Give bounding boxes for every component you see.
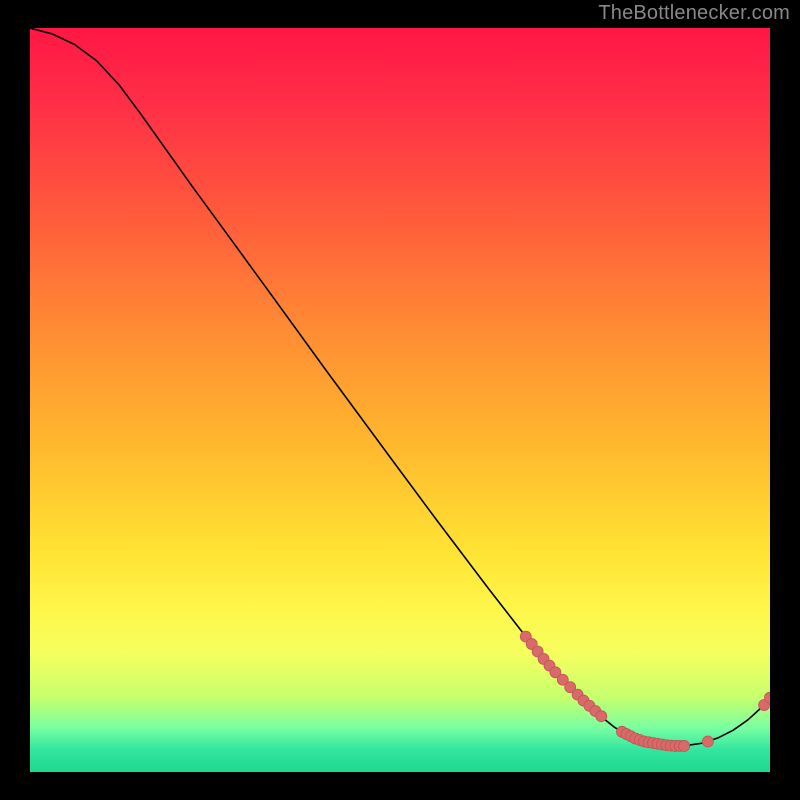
data-marker (679, 740, 690, 751)
chart-plot-area (30, 28, 770, 772)
watermark-text: TheBottlenecker.com (598, 2, 790, 25)
chart-svg (30, 28, 770, 772)
data-marker (702, 736, 713, 747)
chart-background (30, 28, 770, 772)
data-marker (596, 711, 607, 722)
